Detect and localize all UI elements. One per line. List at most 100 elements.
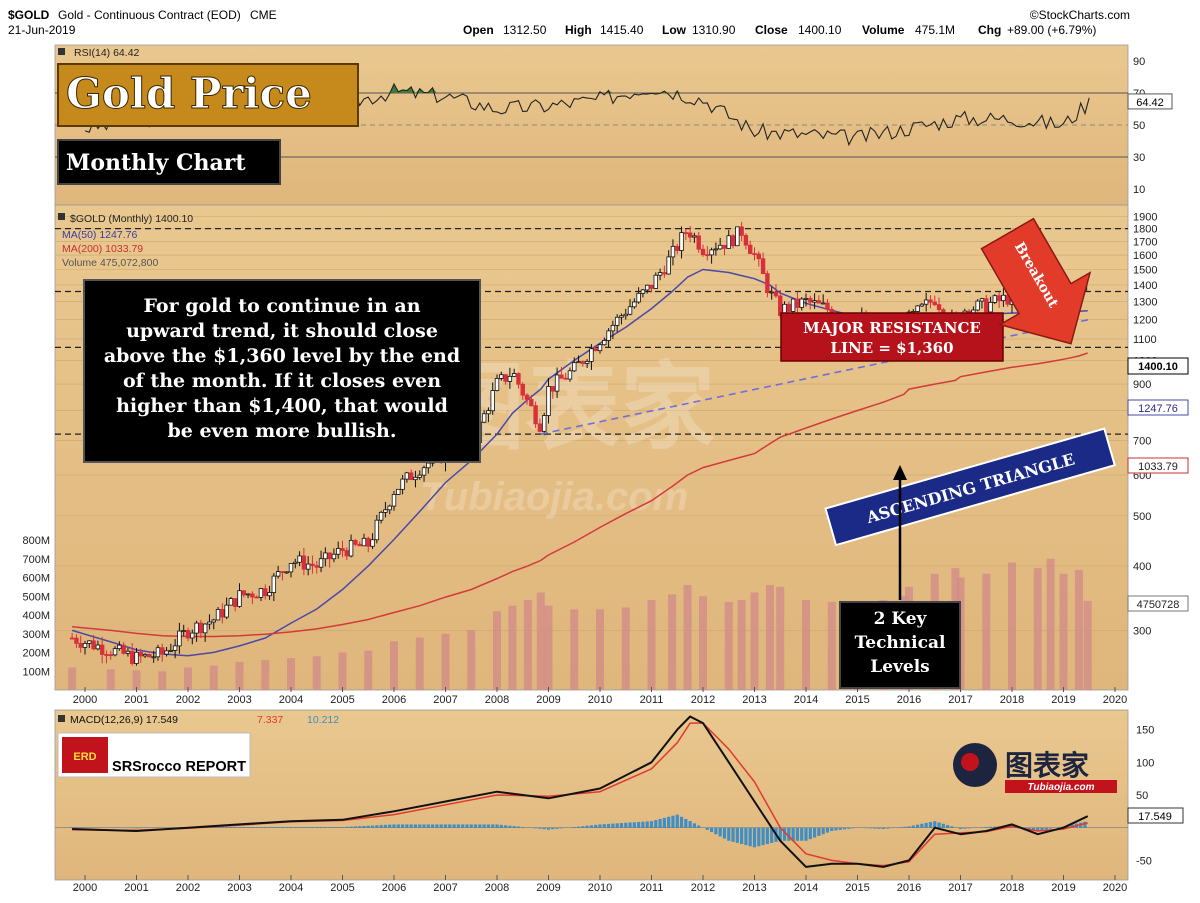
price-tick-label: 1900 bbox=[1133, 212, 1157, 224]
candle-body bbox=[297, 555, 302, 563]
tubiaojia-logo-icon-dot bbox=[961, 753, 979, 771]
x-tick-label: 2018 bbox=[1000, 882, 1024, 894]
x-tick-label: 2014 bbox=[794, 694, 818, 706]
key-levels-callout: 2 Key Technical Levels bbox=[839, 465, 961, 689]
rsi-tick-label: 30 bbox=[1133, 152, 1145, 164]
macd-histogram-bar bbox=[328, 827, 332, 828]
candle-body bbox=[563, 377, 568, 380]
candle-body bbox=[795, 298, 800, 308]
candle-body bbox=[649, 284, 654, 289]
macd-histogram-bar bbox=[770, 827, 774, 843]
price-tick-label: 500 bbox=[1133, 511, 1151, 523]
macd-histogram-bar bbox=[787, 827, 791, 841]
macd-histogram-bar bbox=[297, 827, 302, 828]
macd-histogram-bar bbox=[469, 824, 473, 828]
candle-body bbox=[730, 235, 736, 247]
macd-histogram-bar bbox=[259, 827, 263, 828]
volume-bar bbox=[235, 661, 244, 690]
macd-histogram-bar bbox=[641, 821, 645, 828]
x-tick-label: 2001 bbox=[124, 882, 148, 894]
macd-histogram-bar bbox=[315, 827, 319, 828]
subtitle-text: Monthly Chart bbox=[66, 150, 246, 176]
ma-line-ma200 bbox=[72, 352, 1088, 638]
candle-body bbox=[923, 299, 929, 305]
volume-bar bbox=[390, 641, 398, 690]
macd-histogram-bar bbox=[555, 827, 559, 829]
volume-bar bbox=[1059, 573, 1068, 690]
x-tick-label: 2007 bbox=[433, 694, 457, 706]
volume-bar bbox=[982, 573, 991, 690]
macd-histogram-bar bbox=[237, 827, 242, 828]
volume-bar bbox=[287, 658, 295, 690]
macd-histogram-bar bbox=[319, 827, 323, 828]
volume-bar bbox=[724, 601, 733, 690]
candle-body bbox=[490, 390, 495, 412]
macd-histogram-bar bbox=[988, 826, 993, 828]
commentary-background bbox=[83, 279, 481, 463]
macd-histogram-bar bbox=[834, 827, 838, 831]
candle-body bbox=[417, 474, 422, 478]
macd-y-axis: 150 100 50 -50 bbox=[1136, 725, 1154, 868]
candle-body bbox=[627, 306, 633, 315]
macd-histogram-bar bbox=[512, 826, 516, 828]
macd-histogram-bar bbox=[628, 822, 632, 828]
macd-histogram-bar bbox=[345, 826, 349, 828]
volume-bar bbox=[668, 594, 677, 690]
candle-body bbox=[773, 291, 779, 297]
candle-body bbox=[670, 245, 676, 258]
candle-body bbox=[529, 399, 534, 407]
macd-histogram-bar bbox=[465, 824, 469, 828]
candle-body bbox=[486, 410, 491, 415]
candle-body bbox=[799, 298, 804, 308]
macd-tick-label: 50 bbox=[1136, 790, 1148, 802]
macd-histogram-bar bbox=[280, 827, 285, 828]
macd-histogram-bar bbox=[748, 827, 752, 847]
macd-histogram-bar bbox=[821, 827, 825, 835]
candle-body bbox=[142, 654, 148, 657]
candle-body bbox=[756, 253, 761, 260]
candle-body bbox=[825, 302, 830, 310]
resistance-callout-box bbox=[780, 312, 1004, 362]
candle-body bbox=[263, 588, 268, 597]
volume-label: Volume bbox=[862, 23, 905, 37]
macd-histogram-bar bbox=[1036, 827, 1040, 831]
volume-bar bbox=[827, 601, 836, 690]
chart-date: 21-Jun-2019 bbox=[8, 23, 76, 37]
candle-body bbox=[344, 550, 349, 557]
srsrocco-logo-mark bbox=[62, 737, 108, 773]
candle-body bbox=[241, 590, 246, 596]
macd-histogram-bar bbox=[409, 824, 413, 828]
candle-body bbox=[597, 344, 603, 352]
macd-histogram-bar bbox=[984, 827, 988, 828]
candle-body bbox=[524, 394, 530, 400]
candle-body bbox=[481, 413, 487, 423]
macd-histogram-bar bbox=[920, 823, 924, 828]
resistance-callout-line1: MAJOR RESISTANCE bbox=[803, 319, 981, 337]
volume-bar bbox=[647, 600, 656, 690]
macd-histogram-bar bbox=[692, 823, 697, 828]
macd-histogram-bar bbox=[868, 827, 872, 829]
close-value: 1400.10 bbox=[798, 23, 842, 37]
macd-histogram-bar bbox=[521, 827, 525, 828]
candle-body bbox=[533, 405, 538, 425]
candle-body bbox=[808, 298, 813, 303]
macd-histogram-bar bbox=[289, 827, 293, 828]
candle-body bbox=[765, 273, 770, 294]
candle-body bbox=[610, 324, 616, 332]
rsi-legend-marker bbox=[58, 48, 65, 55]
macd-histogram-bar bbox=[881, 827, 885, 829]
candle-body bbox=[550, 386, 555, 392]
volume-bar bbox=[158, 671, 167, 690]
candle-body bbox=[988, 302, 993, 313]
macd-histogram-bar bbox=[336, 827, 340, 828]
macd-histogram-bar bbox=[340, 827, 345, 828]
ma200-tag bbox=[1127, 457, 1189, 474]
open-label: Open bbox=[463, 23, 494, 37]
macd-histogram-bar bbox=[216, 827, 220, 828]
volume-legend: Volume 475,072,800 bbox=[62, 257, 158, 269]
macd-histogram-bar bbox=[388, 824, 392, 828]
macd-tick-label: -50 bbox=[1136, 855, 1152, 867]
candle-body bbox=[340, 548, 345, 551]
candle-body bbox=[666, 256, 671, 275]
volume-bar bbox=[467, 630, 476, 690]
